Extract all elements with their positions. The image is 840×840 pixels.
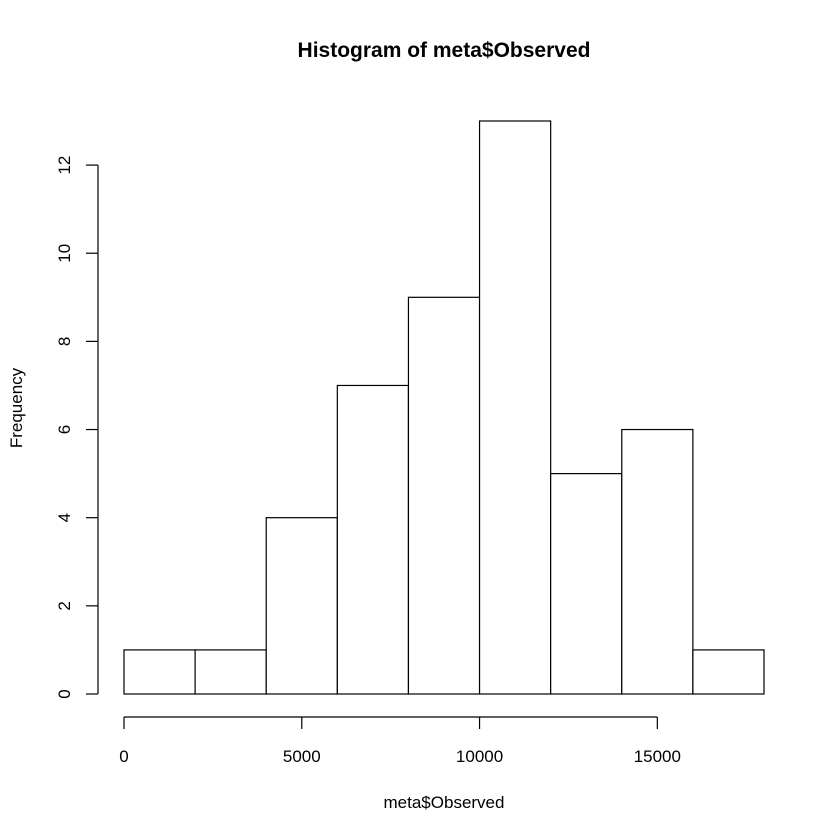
y-tick-label-4: 8: [55, 337, 74, 346]
histogram-bar-6: [550, 473, 623, 695]
x-tick-label-2: 10000: [456, 747, 503, 766]
y-tick-label-2: 4: [55, 513, 74, 522]
histogram-bar-4: [407, 296, 481, 695]
histogram-bar-3: [336, 384, 410, 695]
x-axis: 0 5000 10000 15000: [119, 716, 681, 766]
x-tick-label-1: 5000: [283, 747, 321, 766]
y-tick-label-5: 10: [55, 244, 74, 263]
x-tick-label-0: 0: [119, 747, 128, 766]
y-tick-label-0: 0: [55, 689, 74, 698]
x-axis-label: meta$Observed: [384, 793, 505, 812]
histogram-bar-5: [478, 120, 552, 695]
histogram-bar-2: [265, 517, 338, 695]
histogram-bar-7: [621, 428, 694, 695]
y-tick-label-6: 12: [55, 156, 74, 175]
histogram-bar-1: [194, 649, 267, 695]
y-tick-label-3: 6: [55, 425, 74, 434]
histogram-bar-8: [692, 649, 765, 695]
y-axis: 0 2 4 6 8 10 12: [55, 156, 99, 699]
bars-group: [123, 120, 765, 695]
histogram-bar-0: [123, 649, 196, 695]
x-tick-label-3: 15000: [634, 747, 681, 766]
y-axis-label: Frequency: [7, 367, 26, 448]
chart-title: Histogram of meta$Observed: [298, 39, 591, 62]
y-tick-label-1: 2: [55, 601, 74, 610]
